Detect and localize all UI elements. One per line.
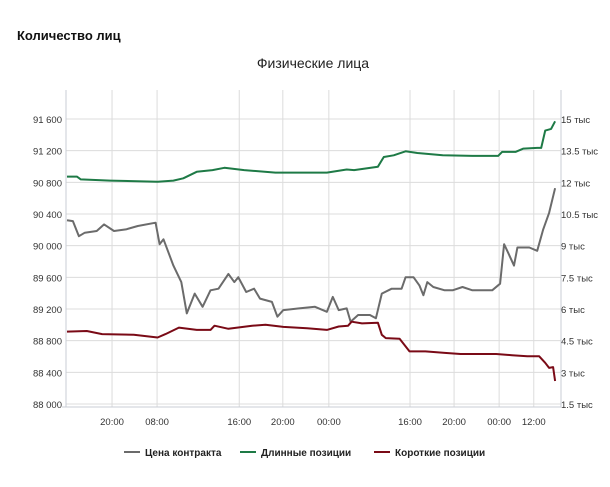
y-right-tick-label: 10.5 тыс	[561, 210, 598, 221]
y-right-tick-label: 4.5 тыс	[561, 337, 593, 348]
series-line-short	[66, 320, 557, 382]
x-tick-label: 00:00	[487, 417, 511, 428]
y-right-tick-label: 1.5 тыс	[561, 400, 593, 411]
y-left-tick-label: 88 400	[33, 368, 62, 379]
x-tick-label: 20:00	[100, 417, 124, 428]
y-left-tick-label: 89 600	[33, 273, 62, 284]
y-right-tick-label: 15 тыс	[561, 115, 590, 126]
y-right-tick-label: 3 тыс	[561, 368, 585, 379]
legend-label: Короткие позиции	[395, 448, 485, 459]
y-left-tick-label: 90 800	[33, 178, 62, 189]
y-right-tick-label: 7.5 тыс	[561, 273, 593, 284]
page-title: Количество лиц	[17, 28, 121, 43]
y-left-tick-label: 91 200	[33, 147, 62, 158]
series-line-price	[66, 187, 557, 323]
y-right-tick-label: 9 тыс	[561, 242, 585, 253]
x-tick-label: 20:00	[271, 417, 295, 428]
x-tick-label: 12:00	[522, 417, 546, 428]
y-right-tick-label: 12 тыс	[561, 178, 590, 189]
y-left-tick-label: 90 000	[33, 242, 62, 253]
x-tick-label: 20:00	[442, 417, 466, 428]
y-right-tick-label: 13.5 тыс	[561, 147, 598, 158]
x-tick-label: 08:00	[145, 417, 169, 428]
x-tick-label: 00:00	[317, 417, 341, 428]
y-left-tick-label: 88 000	[33, 400, 62, 411]
y-left-tick-label: 88 800	[33, 337, 62, 348]
y-left-tick-label: 89 200	[33, 305, 62, 316]
legend-label: Длинные позиции	[261, 448, 351, 459]
y-left-tick-label: 90 400	[33, 210, 62, 221]
series-line-long	[67, 120, 556, 183]
y-right-tick-label: 6 тыс	[561, 305, 585, 316]
chart-title: Физические лица	[257, 55, 369, 71]
x-tick-label: 16:00	[398, 417, 422, 428]
x-tick-label: 16:00	[227, 417, 251, 428]
legend-label: Цена контракта	[145, 448, 222, 459]
y-left-tick-label: 91 600	[33, 115, 62, 126]
